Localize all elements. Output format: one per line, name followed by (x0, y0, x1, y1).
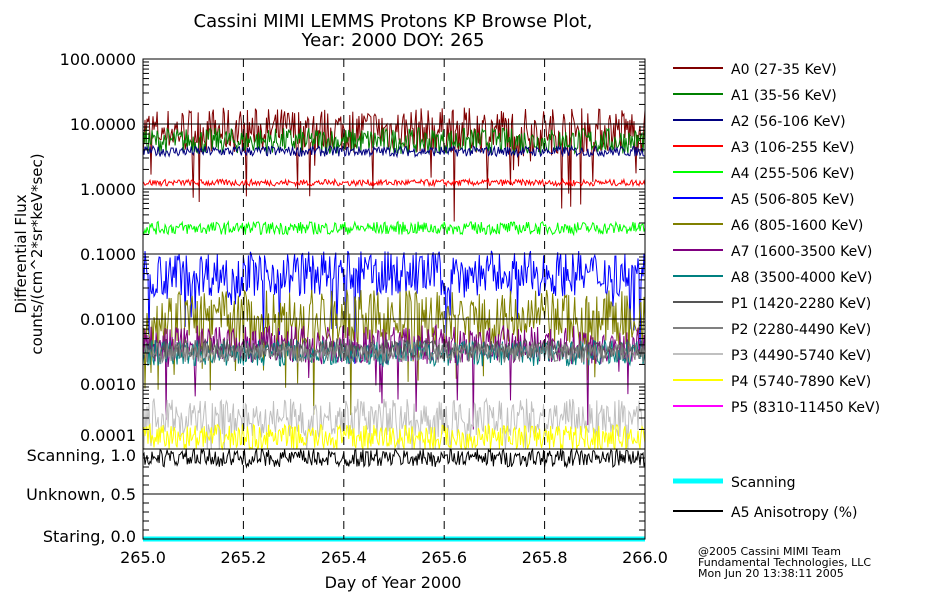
y-tick-label-3: 0.1000 (80, 245, 136, 264)
legend-label-1: A1 (35-56 KeV) (731, 88, 837, 104)
lower-y-tick-label-2: Staring, 0.0 (43, 527, 136, 546)
y-tick-label-1: 10.0000 (70, 115, 136, 134)
lower-series-line-1 (142, 447, 646, 469)
y-tick-label-4: 0.0100 (80, 310, 136, 329)
y-axis-label-line1: Differential Flux (12, 194, 30, 313)
x-tick-label-2: 265.4 (321, 548, 367, 567)
series-line-4 (142, 219, 646, 237)
footer-timestamp: Mon Jun 20 13:38:11 2005 (698, 567, 844, 580)
lower-y-tick-label-1: Unknown, 0.5 (26, 485, 136, 504)
y-tick-label-5: 0.0010 (80, 375, 136, 394)
legend-label-4: A4 (255-506 KeV) (731, 166, 854, 182)
legend-label-3: A3 (106-255 KeV) (731, 140, 854, 156)
legend-label-12: P4 (5740-7890 KeV) (731, 374, 871, 390)
chart-subtitle: Year: 2000 DOY: 265 (301, 30, 485, 51)
legend-label-6: A6 (805-1600 KeV) (731, 218, 863, 234)
y-tick-label-2: 1.0000 (80, 180, 136, 199)
series-line-12 (142, 423, 646, 451)
series-line-6 (142, 289, 646, 416)
legend-label-13: P5 (8310-11450 KeV) (731, 400, 880, 416)
x-axis-label: Day of Year 2000 (325, 573, 462, 592)
lower-legend-label-1: A5 Anisotropy (%) (731, 505, 858, 521)
x-tick-label-0: 265.0 (120, 548, 166, 567)
legend-label-0: A0 (27-35 KeV) (731, 62, 837, 78)
x-tick-label-3: 265.6 (421, 548, 467, 567)
series-line-11 (142, 397, 646, 450)
y-tick-label-6: 0.0001 (80, 426, 136, 445)
lower-legend-label-0: Scanning (731, 475, 796, 491)
x-tick-label-1: 265.2 (220, 548, 266, 567)
legend-label-2: A2 (56-106 KeV) (731, 114, 846, 130)
y-tick-label-0: 100.0000 (60, 50, 136, 69)
legend-label-9: P1 (1420-2280 KeV) (731, 296, 871, 312)
lower-y-tick-label-0: Scanning, 1.0 (27, 446, 136, 465)
series-line-10 (142, 341, 646, 365)
lower-plot-frame (142, 448, 646, 540)
legend-label-11: P3 (4490-5740 KeV) (731, 348, 871, 364)
legend-label-10: P2 (2280-4490 KeV) (731, 322, 871, 338)
legend-label-8: A8 (3500-4000 KeV) (731, 270, 872, 286)
x-tick-label-4: 265.8 (522, 548, 568, 567)
footer-copyright: @2005 Cassini MIMI Team (698, 545, 841, 558)
series-line-5 (142, 250, 646, 364)
series-line-3 (142, 177, 646, 188)
x-tick-label-5: 266.0 (622, 548, 668, 567)
legend-label-7: A7 (1600-3500 KeV) (731, 244, 872, 260)
series-line-2 (142, 144, 646, 159)
legend-label-5: A5 (506-805 KeV) (731, 192, 854, 208)
footer-company: Fundamental Technologies, LLC (698, 556, 871, 569)
series-line-0 (142, 107, 646, 222)
y-axis-label-line2: counts/(cm^2*sr*keV*sec) (28, 153, 46, 354)
chart-title: Cassini MIMI LEMMS Protons KP Browse Plo… (194, 11, 593, 32)
